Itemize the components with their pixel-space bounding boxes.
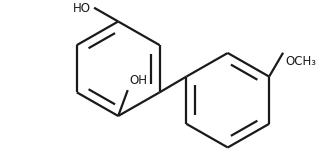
Text: HO: HO (73, 2, 91, 15)
Text: OH: OH (130, 74, 148, 87)
Text: OCH₃: OCH₃ (285, 55, 316, 68)
